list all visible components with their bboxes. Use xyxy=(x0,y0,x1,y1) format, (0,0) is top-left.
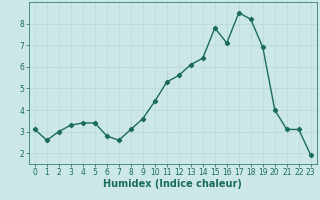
X-axis label: Humidex (Indice chaleur): Humidex (Indice chaleur) xyxy=(103,179,242,189)
